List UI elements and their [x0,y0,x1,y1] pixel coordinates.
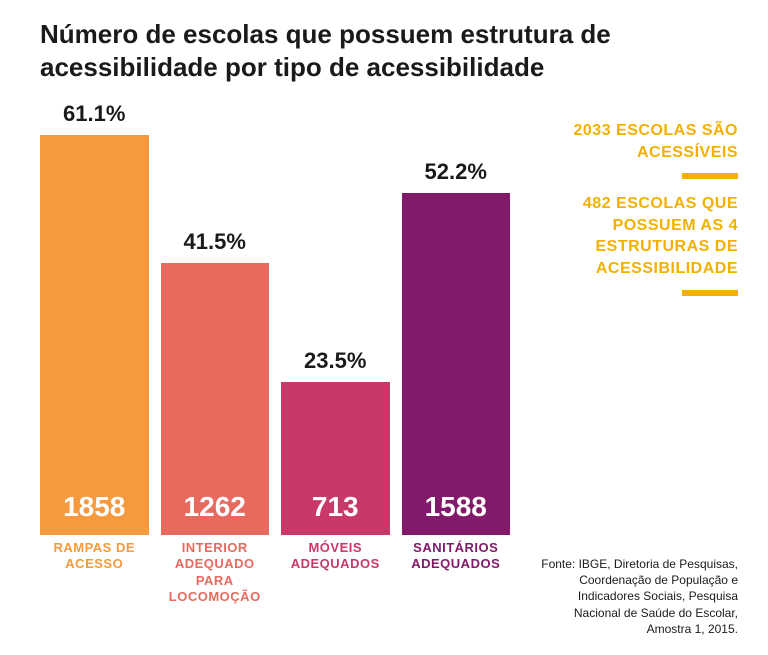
bar-value: 713 [312,491,359,523]
side-callouts: 2033 ESCOLAS SÃO ACESSÍVEIS 482 ESCOLAS … [528,120,738,310]
bars-container: 61.1% 1858 41.5% 1262 23.5% 713 52.2% 15… [40,135,510,535]
category-label: RAMPAS DE ACESSO [40,540,149,605]
bar-wrap: 41.5% 1262 [161,263,270,535]
bar-pct: 52.2% [402,159,511,185]
bar: 713 [281,382,390,535]
category-label: INTERIOR ADEQUADO PARA LOCOMOÇÃO [161,540,270,605]
bar-pct: 61.1% [40,101,149,127]
bar: 1262 [161,263,270,535]
category-label: SANITÁRIOS ADEQUADOS [402,540,511,605]
category-label: MÓVEIS ADEQUADOS [281,540,390,605]
side-rule [682,290,738,296]
bar-value: 1858 [63,491,125,523]
bar-wrap: 23.5% 713 [281,382,390,535]
bar-value: 1588 [425,491,487,523]
bar: 1588 [402,193,511,535]
bar-value: 1262 [184,491,246,523]
source-citation: Fonte: IBGE, Diretoria de Pesquisas, Coo… [528,556,738,637]
bar-wrap: 52.2% 1588 [402,193,511,535]
bar: 1858 [40,135,149,535]
side-callout: 2033 ESCOLAS SÃO ACESSÍVEIS [528,120,738,163]
bar-wrap: 61.1% 1858 [40,135,149,535]
side-rule [682,173,738,179]
bar-pct: 41.5% [161,229,270,255]
category-labels: RAMPAS DE ACESSO INTERIOR ADEQUADO PARA … [40,540,510,605]
bar-pct: 23.5% [281,348,390,374]
page-title: Número de escolas que possuem estrutura … [40,18,728,83]
side-callout: 482 ESCOLAS QUE POSSUEM AS 4 ESTRUTURAS … [528,193,738,279]
bar-chart: 61.1% 1858 41.5% 1262 23.5% 713 52.2% 15… [40,135,510,535]
